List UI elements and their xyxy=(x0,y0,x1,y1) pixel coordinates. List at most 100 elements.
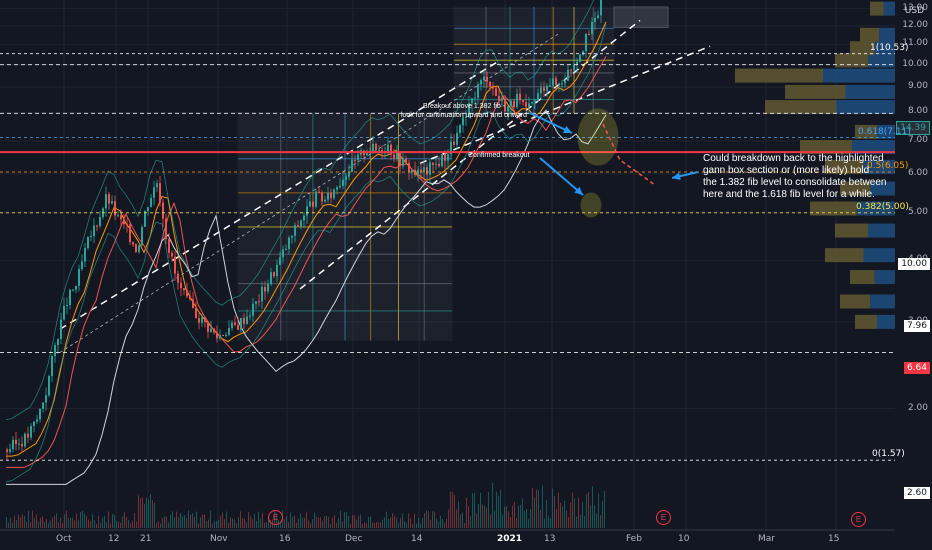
time-tick-label: 13 xyxy=(544,534,556,544)
volume-bar xyxy=(504,506,505,528)
volume-bar xyxy=(490,514,491,528)
volume-bar xyxy=(142,497,143,528)
fib-lines xyxy=(0,53,895,461)
candle-body xyxy=(396,151,398,159)
candle-body xyxy=(105,194,107,209)
candle-body xyxy=(99,217,101,226)
volume-bar xyxy=(266,522,267,528)
fib-level-label: 0.618(7.11) xyxy=(858,126,911,137)
volume-bar xyxy=(598,493,599,528)
volume-bar xyxy=(148,499,149,528)
volume-profile-bar xyxy=(874,270,895,285)
volume-profile-bar xyxy=(825,159,864,174)
time-tick-label: Nov xyxy=(210,534,228,544)
candle-body xyxy=(489,81,491,87)
volume-bar xyxy=(438,521,439,528)
candle-body xyxy=(501,98,503,101)
earnings-marker[interactable]: E xyxy=(656,510,671,525)
volume-bar xyxy=(170,514,171,528)
candle-body xyxy=(507,105,509,112)
volume-profile-bar xyxy=(810,201,857,216)
volume-bar xyxy=(68,517,69,528)
volume-bar xyxy=(592,486,593,528)
volume-bar xyxy=(354,515,355,528)
volume-bar xyxy=(110,523,111,528)
candle-body xyxy=(498,95,500,101)
earnings-marker[interactable]: E xyxy=(851,512,866,527)
volume-profile-bar xyxy=(868,223,895,238)
volume-bar xyxy=(220,515,221,528)
volume-profile-bar xyxy=(870,1,884,16)
highlight-ellipse xyxy=(580,192,602,218)
candle-body xyxy=(75,285,77,290)
volume-bar xyxy=(434,511,435,528)
candle-body xyxy=(579,54,581,62)
volume-bar xyxy=(46,519,47,528)
volume-bar xyxy=(350,523,351,528)
candle-body xyxy=(255,301,257,304)
volume-bar xyxy=(422,517,423,528)
volume-bar xyxy=(316,516,317,528)
candle-body xyxy=(45,395,47,403)
volume-profile-bar xyxy=(868,53,895,68)
volume-bar xyxy=(436,518,437,528)
candle-body xyxy=(300,220,302,227)
candle-body xyxy=(378,150,380,152)
candle-body xyxy=(216,332,218,339)
volume-bar xyxy=(12,522,13,528)
volume-bar xyxy=(218,519,219,528)
volume-bar xyxy=(120,522,121,528)
candle-body xyxy=(141,226,143,246)
volume-bar xyxy=(44,521,45,528)
volume-bars xyxy=(6,482,605,528)
volume-bar xyxy=(326,515,327,528)
volume-bar xyxy=(462,512,463,528)
candle-body xyxy=(177,273,179,283)
candle-body xyxy=(27,433,29,438)
volume-bar xyxy=(452,492,453,528)
volume-bar xyxy=(86,516,87,528)
volume-bar xyxy=(478,504,479,528)
volume-bar xyxy=(114,514,115,528)
candle-body xyxy=(243,317,245,324)
volume-bar xyxy=(468,506,469,528)
volume-profile-bar xyxy=(835,223,868,238)
candle-body xyxy=(576,61,578,65)
candle-body xyxy=(453,141,455,145)
volume-bar xyxy=(342,521,343,528)
volume-bar xyxy=(198,523,199,528)
volume-bar xyxy=(184,515,185,528)
candle-body xyxy=(129,224,131,243)
volume-bar xyxy=(430,519,431,528)
candle-body xyxy=(162,202,164,219)
volume-bar xyxy=(118,521,119,528)
volume-bar xyxy=(6,517,7,528)
candle-body xyxy=(9,449,11,452)
volume-bar xyxy=(256,520,257,528)
volume-bar xyxy=(254,513,255,528)
volume-bar xyxy=(288,522,289,528)
candle-body xyxy=(234,322,236,326)
candle-body xyxy=(318,191,320,193)
candle-body xyxy=(399,151,401,167)
price-tick-label: 2.00 xyxy=(907,402,928,413)
volume-bar xyxy=(426,510,427,528)
volume-bar xyxy=(34,518,35,528)
volume-bar xyxy=(26,521,27,528)
volume-bar xyxy=(300,513,301,528)
candle-body xyxy=(108,194,110,204)
volume-profile-bar xyxy=(879,27,895,42)
candle-body xyxy=(33,421,35,427)
volume-bar xyxy=(152,500,153,528)
candle-body xyxy=(219,335,221,339)
volume-bar xyxy=(402,513,403,528)
candle-body xyxy=(312,201,314,207)
candle-body xyxy=(417,169,419,176)
candle-body xyxy=(393,154,395,159)
volume-profile-bar xyxy=(863,248,895,263)
earnings-marker[interactable]: E xyxy=(268,510,283,525)
volume-bar xyxy=(604,491,605,528)
volume-bar xyxy=(460,514,461,528)
volume-bar xyxy=(98,515,99,528)
